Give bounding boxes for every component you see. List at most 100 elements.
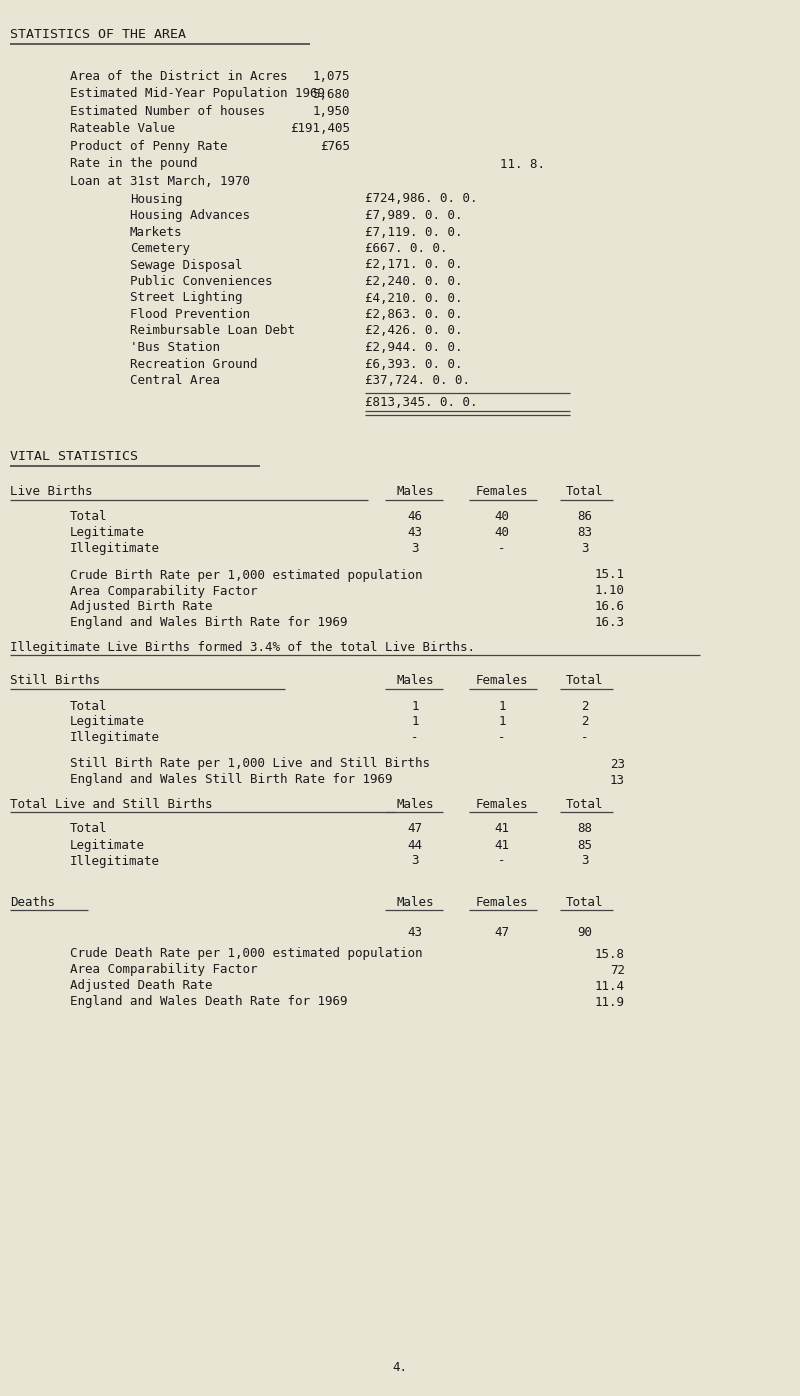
Text: 13: 13 — [610, 773, 625, 786]
Text: Rateable Value: Rateable Value — [70, 123, 175, 135]
Text: Rate in the pound: Rate in the pound — [70, 158, 198, 170]
Text: Total: Total — [70, 822, 107, 835]
Text: £2,171. 0. 0.: £2,171. 0. 0. — [365, 258, 462, 271]
Text: Total: Total — [566, 895, 604, 909]
Text: £2,426. 0. 0.: £2,426. 0. 0. — [365, 324, 462, 338]
Text: 11.9: 11.9 — [595, 995, 625, 1008]
Text: Adjusted Death Rate: Adjusted Death Rate — [70, 980, 213, 993]
Text: 16.6: 16.6 — [595, 600, 625, 613]
Text: Legitimate: Legitimate — [70, 716, 145, 729]
Text: 2: 2 — [582, 699, 589, 712]
Text: 1: 1 — [411, 699, 418, 712]
Text: Females: Females — [476, 486, 528, 498]
Text: 1: 1 — [498, 716, 506, 729]
Text: Reimbursable Loan Debt: Reimbursable Loan Debt — [130, 324, 295, 338]
Text: 11.4: 11.4 — [595, 980, 625, 993]
Text: £813,345. 0. 0.: £813,345. 0. 0. — [365, 396, 478, 409]
Text: 47: 47 — [494, 926, 510, 938]
Text: Estimated Number of houses: Estimated Number of houses — [70, 105, 265, 119]
Text: Total: Total — [566, 486, 604, 498]
Text: Females: Females — [476, 797, 528, 811]
Text: 3: 3 — [582, 543, 589, 556]
Text: Legitimate: Legitimate — [70, 839, 145, 852]
Text: Markets: Markets — [130, 226, 182, 239]
Text: 41: 41 — [494, 822, 510, 835]
Text: Males: Males — [396, 895, 434, 909]
Text: Total: Total — [70, 511, 107, 524]
Text: -: - — [582, 732, 589, 744]
Text: -: - — [411, 732, 418, 744]
Text: 16.3: 16.3 — [595, 617, 625, 630]
Text: -: - — [498, 732, 506, 744]
Text: Males: Males — [396, 674, 434, 687]
Text: 4.: 4. — [393, 1361, 407, 1374]
Text: 43: 43 — [407, 926, 422, 938]
Text: Total: Total — [566, 797, 604, 811]
Text: £2,240. 0. 0.: £2,240. 0. 0. — [365, 275, 462, 288]
Text: 3: 3 — [411, 543, 418, 556]
Text: Area Comparability Factor: Area Comparability Factor — [70, 963, 258, 976]
Text: 5,680: 5,680 — [313, 88, 350, 101]
Text: £2,863. 0. 0.: £2,863. 0. 0. — [365, 309, 462, 321]
Text: £765: £765 — [320, 140, 350, 154]
Text: 23: 23 — [610, 758, 625, 771]
Text: £191,405: £191,405 — [290, 123, 350, 135]
Text: £6,393. 0. 0.: £6,393. 0. 0. — [365, 357, 462, 370]
Text: 15.1: 15.1 — [595, 568, 625, 582]
Text: Illegitimate: Illegitimate — [70, 543, 160, 556]
Text: Still Birth Rate per 1,000 Live and Still Births: Still Birth Rate per 1,000 Live and Stil… — [70, 758, 430, 771]
Text: 46: 46 — [407, 511, 422, 524]
Text: Sewage Disposal: Sewage Disposal — [130, 258, 242, 271]
Text: 88: 88 — [578, 822, 593, 835]
Text: Housing Advances: Housing Advances — [130, 209, 250, 222]
Text: Illegitimate: Illegitimate — [70, 732, 160, 744]
Text: £7,989. 0. 0.: £7,989. 0. 0. — [365, 209, 462, 222]
Text: 1: 1 — [498, 699, 506, 712]
Text: Product of Penny Rate: Product of Penny Rate — [70, 140, 227, 154]
Text: England and Wales Birth Rate for 1969: England and Wales Birth Rate for 1969 — [70, 617, 347, 630]
Text: £4,210. 0. 0.: £4,210. 0. 0. — [365, 292, 462, 304]
Text: 83: 83 — [578, 526, 593, 539]
Text: Total: Total — [566, 674, 604, 687]
Text: 72: 72 — [610, 963, 625, 976]
Text: Cemetery: Cemetery — [130, 242, 190, 255]
Text: 85: 85 — [578, 839, 593, 852]
Text: Males: Males — [396, 486, 434, 498]
Text: £724,986. 0. 0.: £724,986. 0. 0. — [365, 193, 478, 205]
Text: Total: Total — [70, 699, 107, 712]
Text: Street Lighting: Street Lighting — [130, 292, 242, 304]
Text: Housing: Housing — [130, 193, 182, 205]
Text: 86: 86 — [578, 511, 593, 524]
Text: England and Wales Death Rate for 1969: England and Wales Death Rate for 1969 — [70, 995, 347, 1008]
Text: £37,724. 0. 0.: £37,724. 0. 0. — [365, 374, 470, 387]
Text: Area Comparability Factor: Area Comparability Factor — [70, 585, 258, 597]
Text: 44: 44 — [407, 839, 422, 852]
Text: Estimated Mid-Year Population 1969: Estimated Mid-Year Population 1969 — [70, 88, 325, 101]
Text: Still Births: Still Births — [10, 674, 100, 687]
Text: Females: Females — [476, 674, 528, 687]
Text: Males: Males — [396, 797, 434, 811]
Text: 1: 1 — [411, 716, 418, 729]
Text: £667. 0. 0.: £667. 0. 0. — [365, 242, 447, 255]
Text: Crude Death Rate per 1,000 estimated population: Crude Death Rate per 1,000 estimated pop… — [70, 948, 422, 960]
Text: 3: 3 — [582, 854, 589, 867]
Text: Deaths: Deaths — [10, 895, 55, 909]
Text: Total Live and Still Births: Total Live and Still Births — [10, 797, 213, 811]
Text: Loan at 31st March, 1970: Loan at 31st March, 1970 — [70, 174, 250, 188]
Text: 'Bus Station: 'Bus Station — [130, 341, 220, 355]
Text: 40: 40 — [494, 511, 510, 524]
Text: 2: 2 — [582, 716, 589, 729]
Text: 41: 41 — [494, 839, 510, 852]
Text: £2,944. 0. 0.: £2,944. 0. 0. — [365, 341, 462, 355]
Text: -: - — [498, 543, 506, 556]
Text: Females: Females — [476, 895, 528, 909]
Text: 40: 40 — [494, 526, 510, 539]
Text: 43: 43 — [407, 526, 422, 539]
Text: STATISTICS OF THE AREA: STATISTICS OF THE AREA — [10, 28, 186, 40]
Text: -: - — [498, 854, 506, 867]
Text: 11. 8.: 11. 8. — [500, 158, 545, 170]
Text: 1.10: 1.10 — [595, 585, 625, 597]
Text: Live Births: Live Births — [10, 486, 93, 498]
Text: 3: 3 — [411, 854, 418, 867]
Text: Crude Birth Rate per 1,000 estimated population: Crude Birth Rate per 1,000 estimated pop… — [70, 568, 422, 582]
